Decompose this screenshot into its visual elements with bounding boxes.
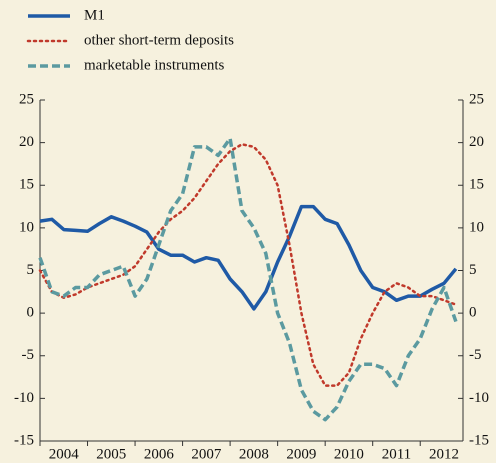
y-tick-label: 15: [19, 177, 34, 193]
y-tick-label: -15: [14, 432, 34, 448]
x-tick-label: 2005: [96, 446, 126, 462]
y2-tick-label: -5: [469, 347, 482, 363]
series-line: [38, 143, 458, 387]
x-tick-label: 2007: [191, 446, 222, 462]
x-tick-label: 2011: [382, 446, 411, 462]
y2-tick-label: 20: [469, 134, 484, 150]
x-tick-label: 2012: [429, 446, 459, 462]
series-line: [39, 204, 458, 311]
y2-tick-label: 25: [469, 91, 484, 107]
x-tick-label: 2008: [239, 446, 269, 462]
y2-tick-label: 15: [469, 177, 484, 193]
legend-label: marketable instruments: [84, 57, 225, 73]
y-tick-label: 0: [27, 305, 35, 321]
series-line: [38, 136, 458, 422]
y-tick-label: -10: [14, 390, 34, 406]
y2-tick-label: 5: [469, 262, 477, 278]
y-tick-label: 25: [19, 91, 34, 107]
legend-label: other short-term deposits: [84, 32, 234, 48]
y-tick-label: 10: [19, 219, 34, 235]
y-tick-label: -5: [22, 347, 35, 363]
legend-label: M1: [84, 7, 105, 23]
x-tick-label: 2010: [334, 446, 364, 462]
y-tick-label: 20: [19, 134, 34, 150]
y2-tick-label: 10: [469, 219, 484, 235]
x-tick-label: 2009: [286, 446, 316, 462]
y2-tick-label: 0: [469, 305, 477, 321]
y2-tick-label: -10: [469, 390, 489, 406]
y-tick-label: 5: [27, 262, 35, 278]
x-tick-label: 2004: [49, 446, 80, 462]
y2-tick-label: -15: [469, 432, 489, 448]
x-tick-label: 2006: [144, 446, 175, 462]
